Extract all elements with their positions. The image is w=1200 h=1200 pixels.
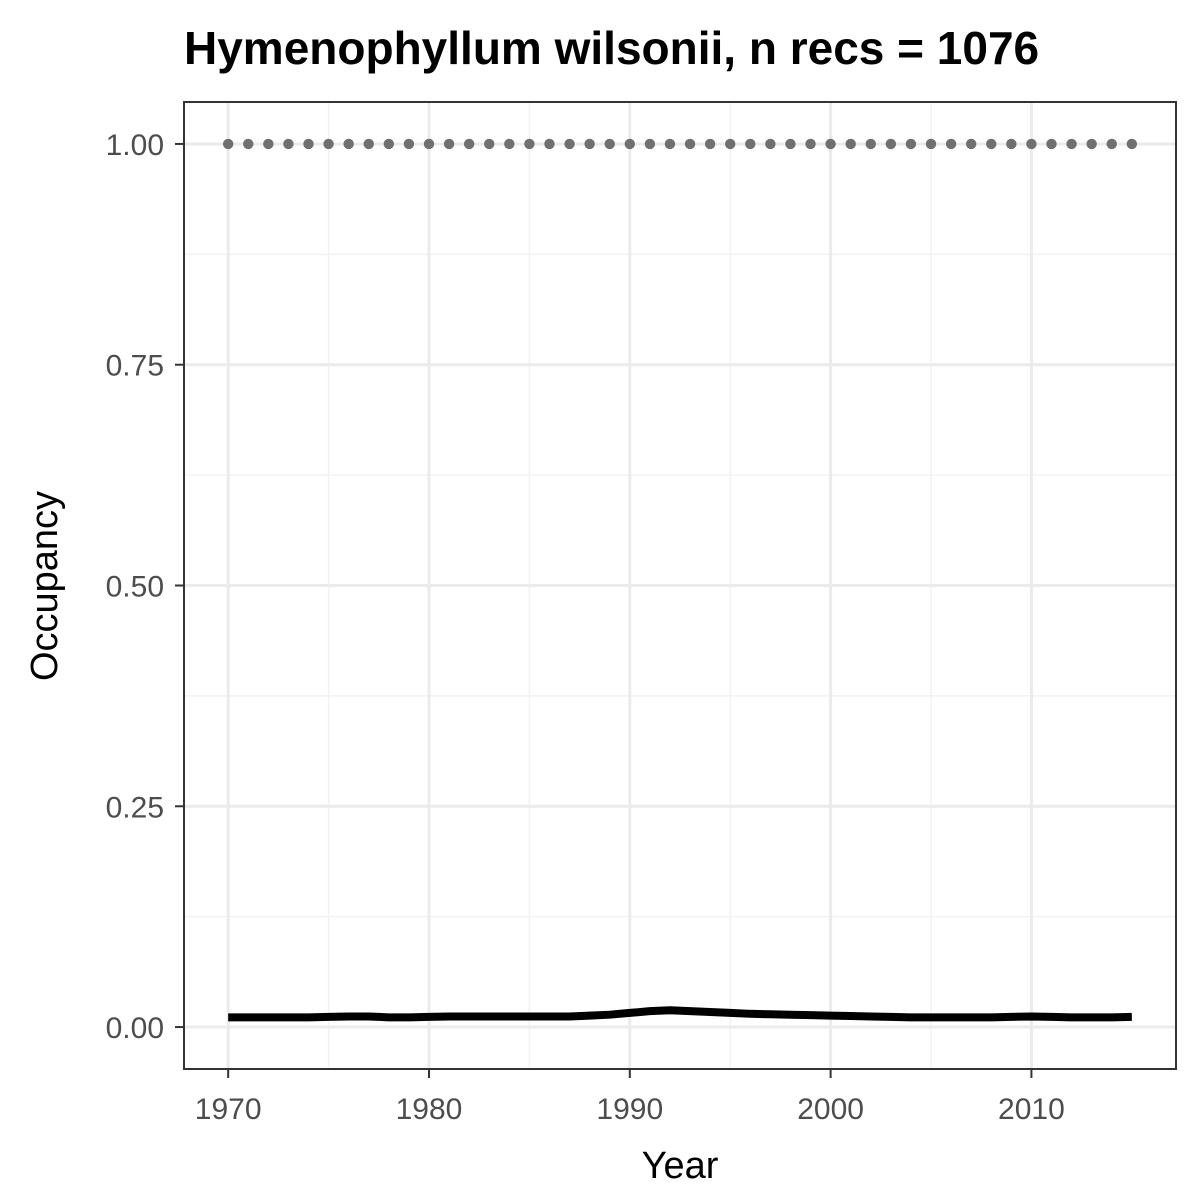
x-tick-label: 1980: [396, 1093, 463, 1126]
y-axis: 0.00 0.25 0.50 0.75 1.00: [106, 129, 184, 1045]
chart-title: Hymenophyllum wilsonii, n recs = 1076: [184, 22, 1039, 74]
series-point: [905, 138, 917, 150]
x-tick-label: 1970: [195, 1093, 262, 1126]
series-point: [965, 138, 977, 150]
y-tick-label: 1.00: [106, 129, 164, 162]
series-point: [604, 138, 615, 150]
series-point: [624, 138, 635, 150]
dotted-series: [222, 138, 1138, 150]
series-point: [745, 138, 756, 150]
series-point: [684, 138, 696, 150]
series-point: [845, 138, 856, 150]
series-point: [504, 138, 515, 150]
series-point: [283, 138, 294, 150]
series-point: [243, 138, 254, 150]
series-layer: [222, 138, 1138, 1022]
series-point: [343, 138, 354, 150]
series-point: [986, 138, 997, 150]
x-axis: 1970 1980 1990 2000 2010: [195, 1069, 1065, 1126]
x-tick-label: 2010: [998, 1093, 1065, 1126]
series-point: [443, 138, 455, 150]
series-point: [644, 138, 656, 150]
series-point: [1026, 138, 1037, 150]
series-point: [403, 138, 415, 150]
series-point: [704, 138, 716, 150]
series-point: [544, 138, 555, 150]
series-point: [885, 138, 897, 150]
series-point: [785, 138, 796, 150]
grid: [184, 102, 1176, 1069]
series-point: [725, 138, 736, 150]
x-tick-label: 2000: [797, 1093, 864, 1126]
y-tick-label: 0.75: [106, 350, 164, 383]
series-point: [323, 138, 334, 150]
series-point: [222, 138, 234, 150]
y-tick-label: 0.00: [106, 1012, 164, 1045]
y-tick-label: 0.25: [106, 791, 164, 824]
series-point: [945, 138, 957, 150]
series-point: [805, 138, 816, 150]
series-point: [584, 138, 595, 150]
series-point: [423, 138, 435, 150]
series-point: [664, 138, 676, 150]
series-point: [825, 138, 836, 150]
series-point: [1106, 138, 1117, 150]
series-point: [1126, 138, 1138, 150]
series-point: [363, 138, 374, 150]
x-axis-title: Year: [642, 1145, 719, 1187]
series-point: [1046, 138, 1057, 150]
series-point: [524, 138, 535, 150]
series-point: [1006, 138, 1017, 150]
occupancy-trend-line: [228, 1006, 1132, 1022]
series-point: [925, 138, 937, 150]
series-point: [1086, 138, 1097, 150]
series-point: [263, 138, 274, 150]
series-point: [865, 138, 876, 150]
series-point: [1066, 138, 1077, 150]
x-tick-label: 1990: [596, 1093, 663, 1126]
y-tick-label: 0.50: [106, 571, 164, 604]
series-point: [765, 138, 776, 150]
series-point: [463, 138, 475, 150]
series-point: [484, 138, 495, 150]
series-point: [383, 138, 395, 150]
series-point: [303, 138, 314, 150]
y-axis-title: Occupancy: [24, 491, 66, 681]
series-point: [564, 138, 575, 150]
